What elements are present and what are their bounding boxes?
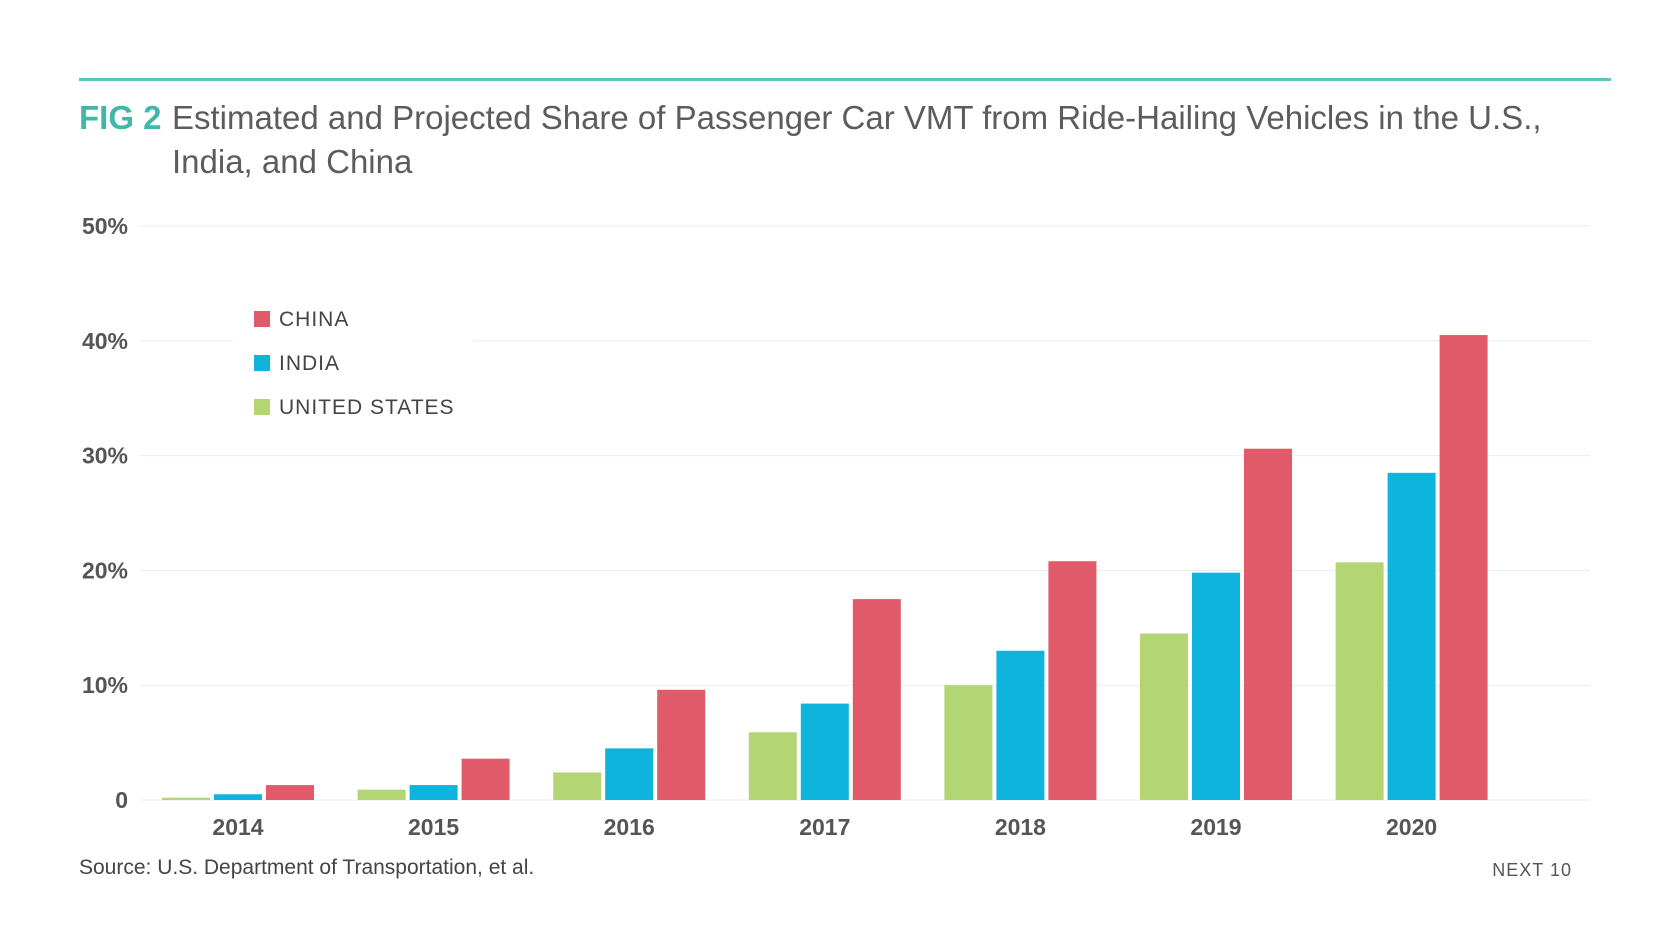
bar-china-2017 [852,599,901,800]
x-tick-label: 2015 [408,814,459,840]
bar-india-2017 [800,703,849,800]
brand-label: NEXT 10 [1492,860,1572,880]
x-tick-label: 2014 [212,814,263,840]
y-tick-label: 50% [82,213,128,239]
bar-united-states-2017 [748,732,797,800]
bar-united-states-2020 [1335,562,1384,800]
figure-title-text: Estimated and Projected Share of Passeng… [172,99,1542,180]
y-tick-label: 20% [82,557,128,583]
bar-united-states-2014 [162,797,210,800]
y-tick-label: 0 [115,787,128,813]
x-tick-label: 2020 [1386,814,1437,840]
bar-united-states-2015 [357,789,406,800]
x-tick-label: 2018 [995,814,1046,840]
legend: CHINA INDIA UNITED STATES [233,300,473,430]
y-tick-label: 30% [82,443,128,469]
bar-india-2020 [1387,472,1436,800]
bar-china-2019 [1244,448,1292,800]
legend-label: INDIA [279,352,340,375]
bar-united-states-2018 [944,685,993,800]
x-tick-label: 2017 [799,814,850,840]
bar-india-2015 [409,785,458,800]
bar-india-2014 [214,794,262,800]
legend-swatch [254,311,270,327]
legend-swatch [254,399,270,415]
legend-background [233,300,473,430]
x-tick-label: 2019 [1190,814,1241,840]
bar-india-2018 [996,650,1045,800]
bar-india-2019 [1192,572,1240,800]
x-axis-ticks: 2014 2015 2016 2017 2018 2019 2020 [212,814,1437,840]
bar-china-2014 [266,785,314,800]
legend-label: CHINA [279,308,349,331]
figure-label: FIG 2 [79,99,162,136]
top-rule [79,78,1611,81]
y-axis-ticks: 0 10% 20% 30% 40% 50% [82,213,128,813]
x-tick-label: 2016 [604,814,655,840]
bar-india-2016 [605,748,654,800]
source-note: Source: U.S. Department of Transportatio… [79,856,535,879]
y-tick-label: 10% [82,672,128,698]
bar-united-states-2016 [553,772,602,800]
bar-united-states-2019 [1140,633,1188,800]
bar-china-2020 [1439,335,1488,800]
legend-swatch [254,355,270,371]
bar-china-2018 [1048,561,1097,800]
bar-china-2016 [657,689,706,800]
bar-china-2015 [461,758,510,800]
figure-title: FIG 2 Estimated and Projected Share of P… [79,96,1619,184]
y-tick-label: 40% [82,328,128,354]
legend-label: UNITED STATES [279,396,455,419]
bars [162,335,1488,800]
